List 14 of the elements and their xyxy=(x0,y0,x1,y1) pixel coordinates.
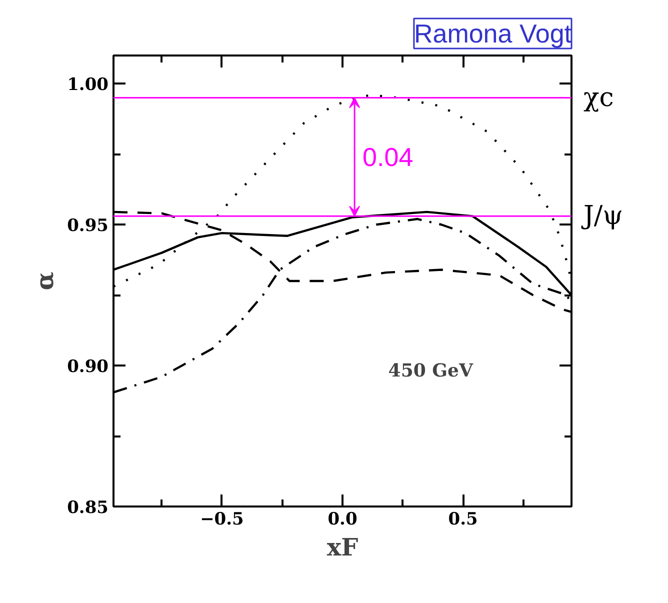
x-axis-title: xF xyxy=(326,532,358,562)
annotation: 0.04 xyxy=(362,142,414,172)
x-tick-label: 0.5 xyxy=(448,510,478,530)
ref-line-label: χc xyxy=(584,82,614,113)
y-tick-label: 0.85 xyxy=(67,498,108,518)
x-tick-label: −0.5 xyxy=(200,510,244,530)
y-tick-label: 1.00 xyxy=(67,75,109,96)
annotation: 450 GeV xyxy=(388,360,474,382)
y-tick-label: 0.95 xyxy=(67,216,108,236)
y-tick-label: 0.90 xyxy=(67,357,109,378)
chart-title: Ramona Vogt xyxy=(414,18,572,48)
x-tick-label: 0.0 xyxy=(328,510,358,530)
ref-line-label: J/ψ xyxy=(580,201,624,232)
y-axis-title: α xyxy=(30,272,60,290)
